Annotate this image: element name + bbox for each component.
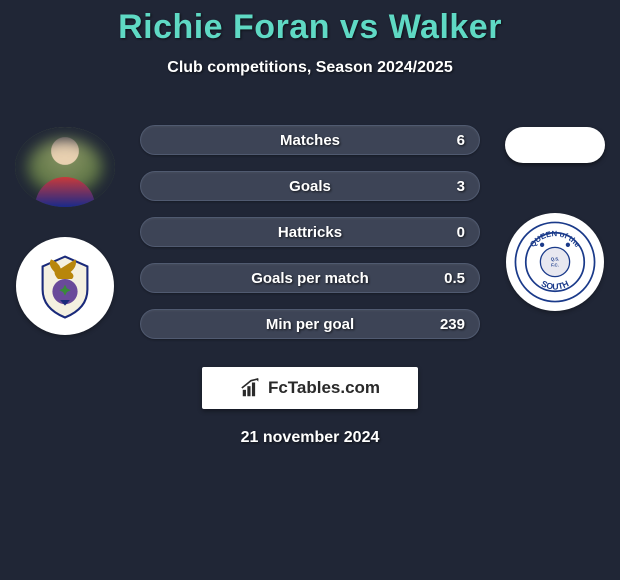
right-club-crest: QUEEN of the SOUTH Q.S. F.C.	[506, 213, 604, 311]
stat-right-value: 0	[457, 224, 465, 241]
stat-label: Matches	[280, 132, 340, 149]
brand-box: FcTables.com	[202, 367, 418, 409]
left-club-crest	[16, 237, 114, 335]
left-player-column	[10, 107, 120, 335]
stat-right-value: 6	[457, 132, 465, 149]
left-player-photo	[15, 127, 115, 207]
crest-icon	[30, 251, 100, 321]
right-player-column: QUEEN of the SOUTH Q.S. F.C.	[500, 107, 610, 311]
date-line: 21 november 2024	[0, 429, 620, 447]
stats-bars: Matches 6 Goals 3 Hattricks 0 Goals per …	[140, 107, 480, 339]
stat-label: Hattricks	[278, 224, 342, 241]
stat-bar: Min per goal 239	[140, 309, 480, 339]
content-area: QUEEN of the SOUTH Q.S. F.C. Matches 6 G…	[0, 107, 620, 447]
stat-bar: Goals per match 0.5	[140, 263, 480, 293]
stat-right-value: 0.5	[444, 270, 465, 287]
chart-icon	[240, 377, 262, 399]
stat-label: Goals per match	[251, 270, 369, 287]
brand-text: FcTables.com	[268, 378, 380, 398]
svg-text:Q.S.: Q.S.	[551, 256, 560, 261]
stat-bar: Goals 3	[140, 171, 480, 201]
svg-text:F.C.: F.C.	[551, 262, 559, 267]
crest-icon: QUEEN of the SOUTH Q.S. F.C.	[512, 219, 598, 305]
stat-label: Goals	[289, 178, 331, 195]
right-player-photo	[505, 127, 605, 163]
stat-bar: Hattricks 0	[140, 217, 480, 247]
stat-bar: Matches 6	[140, 125, 480, 155]
comparison-subtitle: Club competitions, Season 2024/2025	[0, 59, 620, 77]
comparison-title: Richie Foran vs Walker	[0, 0, 620, 47]
stat-label: Min per goal	[266, 316, 354, 333]
stat-right-value: 239	[440, 316, 465, 333]
stat-right-value: 3	[457, 178, 465, 195]
